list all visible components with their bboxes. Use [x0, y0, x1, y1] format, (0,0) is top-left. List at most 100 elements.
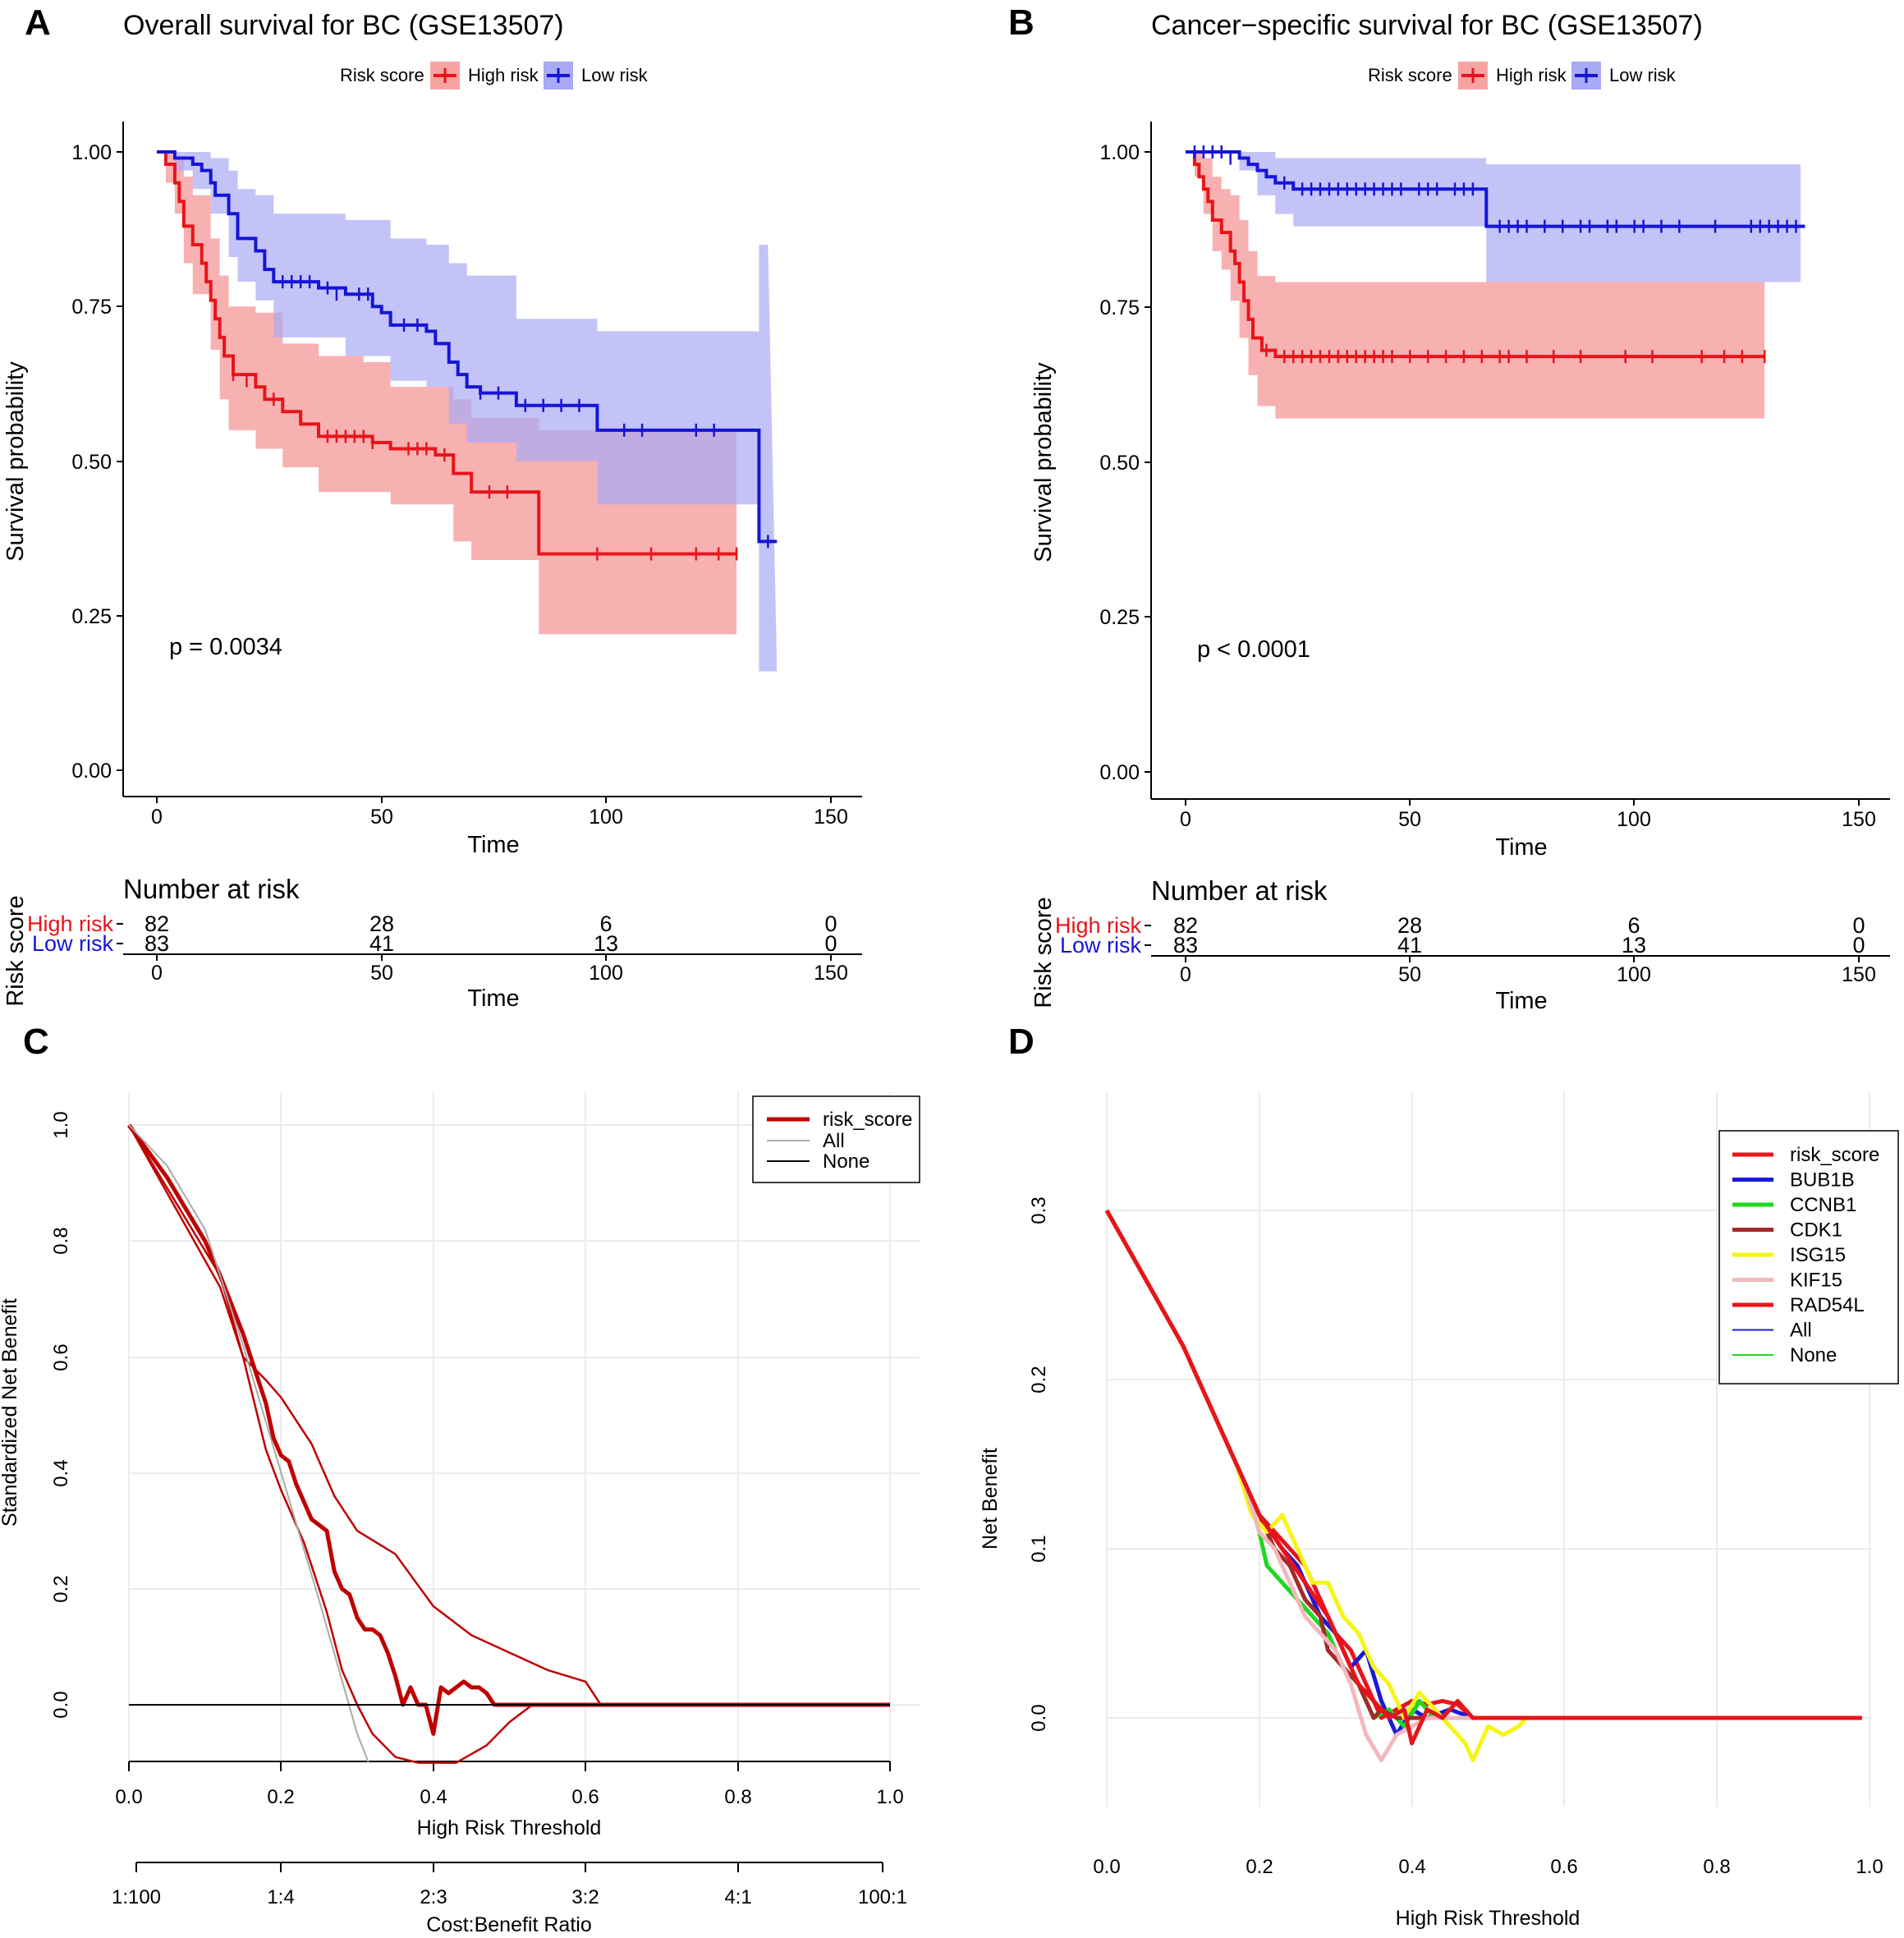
y-tick-label: 0.25: [1099, 606, 1140, 629]
x-tick-label: 0.6: [1550, 1856, 1577, 1878]
x2-tick-label: 4:1: [724, 1886, 751, 1908]
x-tick-label: 0.4: [1398, 1856, 1425, 1878]
x-tick-label: 150: [1842, 808, 1876, 831]
panel-a-letter: A: [25, 2, 51, 43]
risk-count: 83: [1173, 933, 1198, 958]
y-tick-label: 0.2: [50, 1575, 72, 1602]
risk-table-title: Number at risk: [123, 874, 300, 904]
panel-b-x-label: Time: [1495, 834, 1547, 861]
risk-table-y-label: Risk score: [1030, 897, 1057, 1008]
risk-count: 6: [599, 912, 612, 936]
dca-line-rad54l: [1104, 1209, 1862, 1746]
x-tick-label: 0: [1180, 963, 1191, 986]
risk-table-x-label: Time: [1495, 988, 1547, 1014]
panel-b-p-value: p < 0.0001: [1197, 636, 1310, 663]
ci-band-low-risk: [1186, 152, 1801, 282]
x2-tick-label: 1:4: [267, 1886, 294, 1908]
panel-c-x-ticks: 0.0 0.2 0.4 0.6 0.8 1.0: [115, 1761, 904, 1808]
panel-c-letter: C: [23, 1022, 49, 1062]
x-tick-label: 0.0: [115, 1786, 142, 1808]
y-tick-label: 0.3: [1028, 1196, 1050, 1224]
panel-b-risk-table: Number at risk Risk score High risk Low …: [1030, 875, 1890, 1014]
x-tick-label: 0.4: [420, 1786, 447, 1808]
x-tick-label: 0: [151, 962, 163, 985]
risk-row-label-low: Low risk: [1060, 933, 1142, 958]
risk-row-label-high: High risk: [1055, 913, 1142, 938]
risk-table-y-label: Risk score: [2, 895, 29, 1006]
panel-b: B Cancer−specific survival for BC (GSE13…: [1008, 2, 1890, 1014]
panel-c-y-ticks: 0.0 0.2 0.4 0.6 0.8 1.0: [50, 1111, 72, 1718]
panel-b-x-ticks: 0 50 100 150: [1180, 799, 1876, 831]
legend-label: All: [1790, 1320, 1812, 1342]
risk-count: 28: [369, 912, 394, 936]
risk-row-label-high: High risk: [27, 912, 114, 936]
legend-label-low-risk: Low risk: [1609, 65, 1677, 85]
x-tick-label: 50: [370, 962, 393, 985]
risk-count: 0: [1852, 933, 1865, 958]
legend-label: All: [823, 1130, 845, 1152]
risk-table-title: Number at risk: [1151, 875, 1328, 906]
y-tick-label: 0.25: [71, 605, 112, 628]
y-tick-label: 0.75: [1099, 296, 1140, 319]
risk-count: 6: [1627, 913, 1640, 938]
legend-label-low-risk: Low risk: [581, 65, 649, 85]
legend-label: risk_score: [823, 1109, 912, 1131]
y-tick-label: 0.8: [50, 1227, 72, 1254]
y-tick-label: 0.50: [71, 451, 112, 474]
legend-label: KIF15: [1790, 1270, 1842, 1292]
x-tick-label: 0.2: [267, 1786, 294, 1808]
panel-d-letter: D: [1008, 1022, 1035, 1062]
y-tick-label: 1.00: [71, 141, 112, 164]
legend-label: None: [823, 1150, 869, 1173]
x-tick-label: 0.2: [1246, 1856, 1273, 1878]
panel-a-x-label: Time: [467, 832, 519, 858]
legend-title: Risk score: [340, 65, 424, 85]
panel-c-legend: risk_score All None: [752, 1095, 920, 1183]
y-tick-label: 0.00: [1099, 761, 1140, 784]
x-tick-label: 1.0: [876, 1786, 903, 1808]
dca-line-risk-score-upper: [127, 1124, 890, 1706]
y-tick-label: 0.0: [50, 1691, 72, 1718]
x-tick-label: 1.0: [1856, 1856, 1883, 1878]
y-tick-label: 1.0: [50, 1111, 72, 1138]
x-tick-label: 50: [1398, 808, 1421, 831]
panel-c-x2-label: Cost:Benefit Ratio: [426, 1913, 592, 1936]
x-tick-label: 50: [1398, 963, 1421, 986]
panel-c-curves: [126, 1123, 890, 1764]
risk-count: 82: [145, 912, 169, 936]
risk-count: 0: [1852, 913, 1865, 938]
panel-a-y-ticks: 0.00 0.25 0.50 0.75 1.00: [71, 141, 123, 783]
y-tick-label: 0.6: [50, 1343, 72, 1371]
x-tick-label: 0.8: [1703, 1856, 1730, 1878]
y-tick-label: 0.75: [71, 296, 112, 319]
legend-label-high-risk: High risk: [1496, 65, 1567, 85]
x-tick-label: 50: [370, 806, 393, 829]
risk-count: 41: [369, 931, 394, 956]
dca-line-isg15: [1104, 1209, 1862, 1762]
x-tick-label: 100: [589, 962, 623, 985]
risk-row-label-low: Low risk: [32, 931, 114, 956]
legend-label: ISG15: [1790, 1244, 1846, 1266]
legend-label: None: [1790, 1344, 1837, 1366]
risk-count: 82: [1173, 913, 1198, 938]
risk-count: 83: [145, 931, 169, 956]
panel-c-y-label: Standardized Net Benefit: [0, 1298, 21, 1527]
legend-label: BUB1B: [1790, 1169, 1855, 1192]
risk-count: 13: [1622, 933, 1646, 958]
x2-tick-label: 1:100: [112, 1886, 161, 1908]
survival-curve-high-risk: [1186, 150, 1765, 359]
survival-curve-low-risk: [1186, 150, 1805, 228]
panel-d-x-ticks: 0.0 0.2 0.4 0.6 0.8 1.0: [1093, 1856, 1883, 1878]
x2-tick-label: 100:1: [858, 1886, 907, 1908]
risk-table-x-label: Time: [467, 985, 519, 1012]
legend-label: RAD54L: [1790, 1294, 1865, 1316]
panel-b-y-label: Survival probability: [1030, 362, 1057, 563]
panel-a: A Overall survival for BC (GSE13507) Ris…: [2, 2, 862, 1012]
x-tick-label: 150: [814, 962, 848, 985]
panel-c-x2-ticks: 1:100 1:4 2:3 3:2 4:1 100:1: [112, 1862, 907, 1908]
ci-band-high-risk: [157, 152, 737, 635]
y-tick-label: 0.2: [1028, 1366, 1050, 1393]
x-tick-label: 0.6: [571, 1786, 599, 1808]
